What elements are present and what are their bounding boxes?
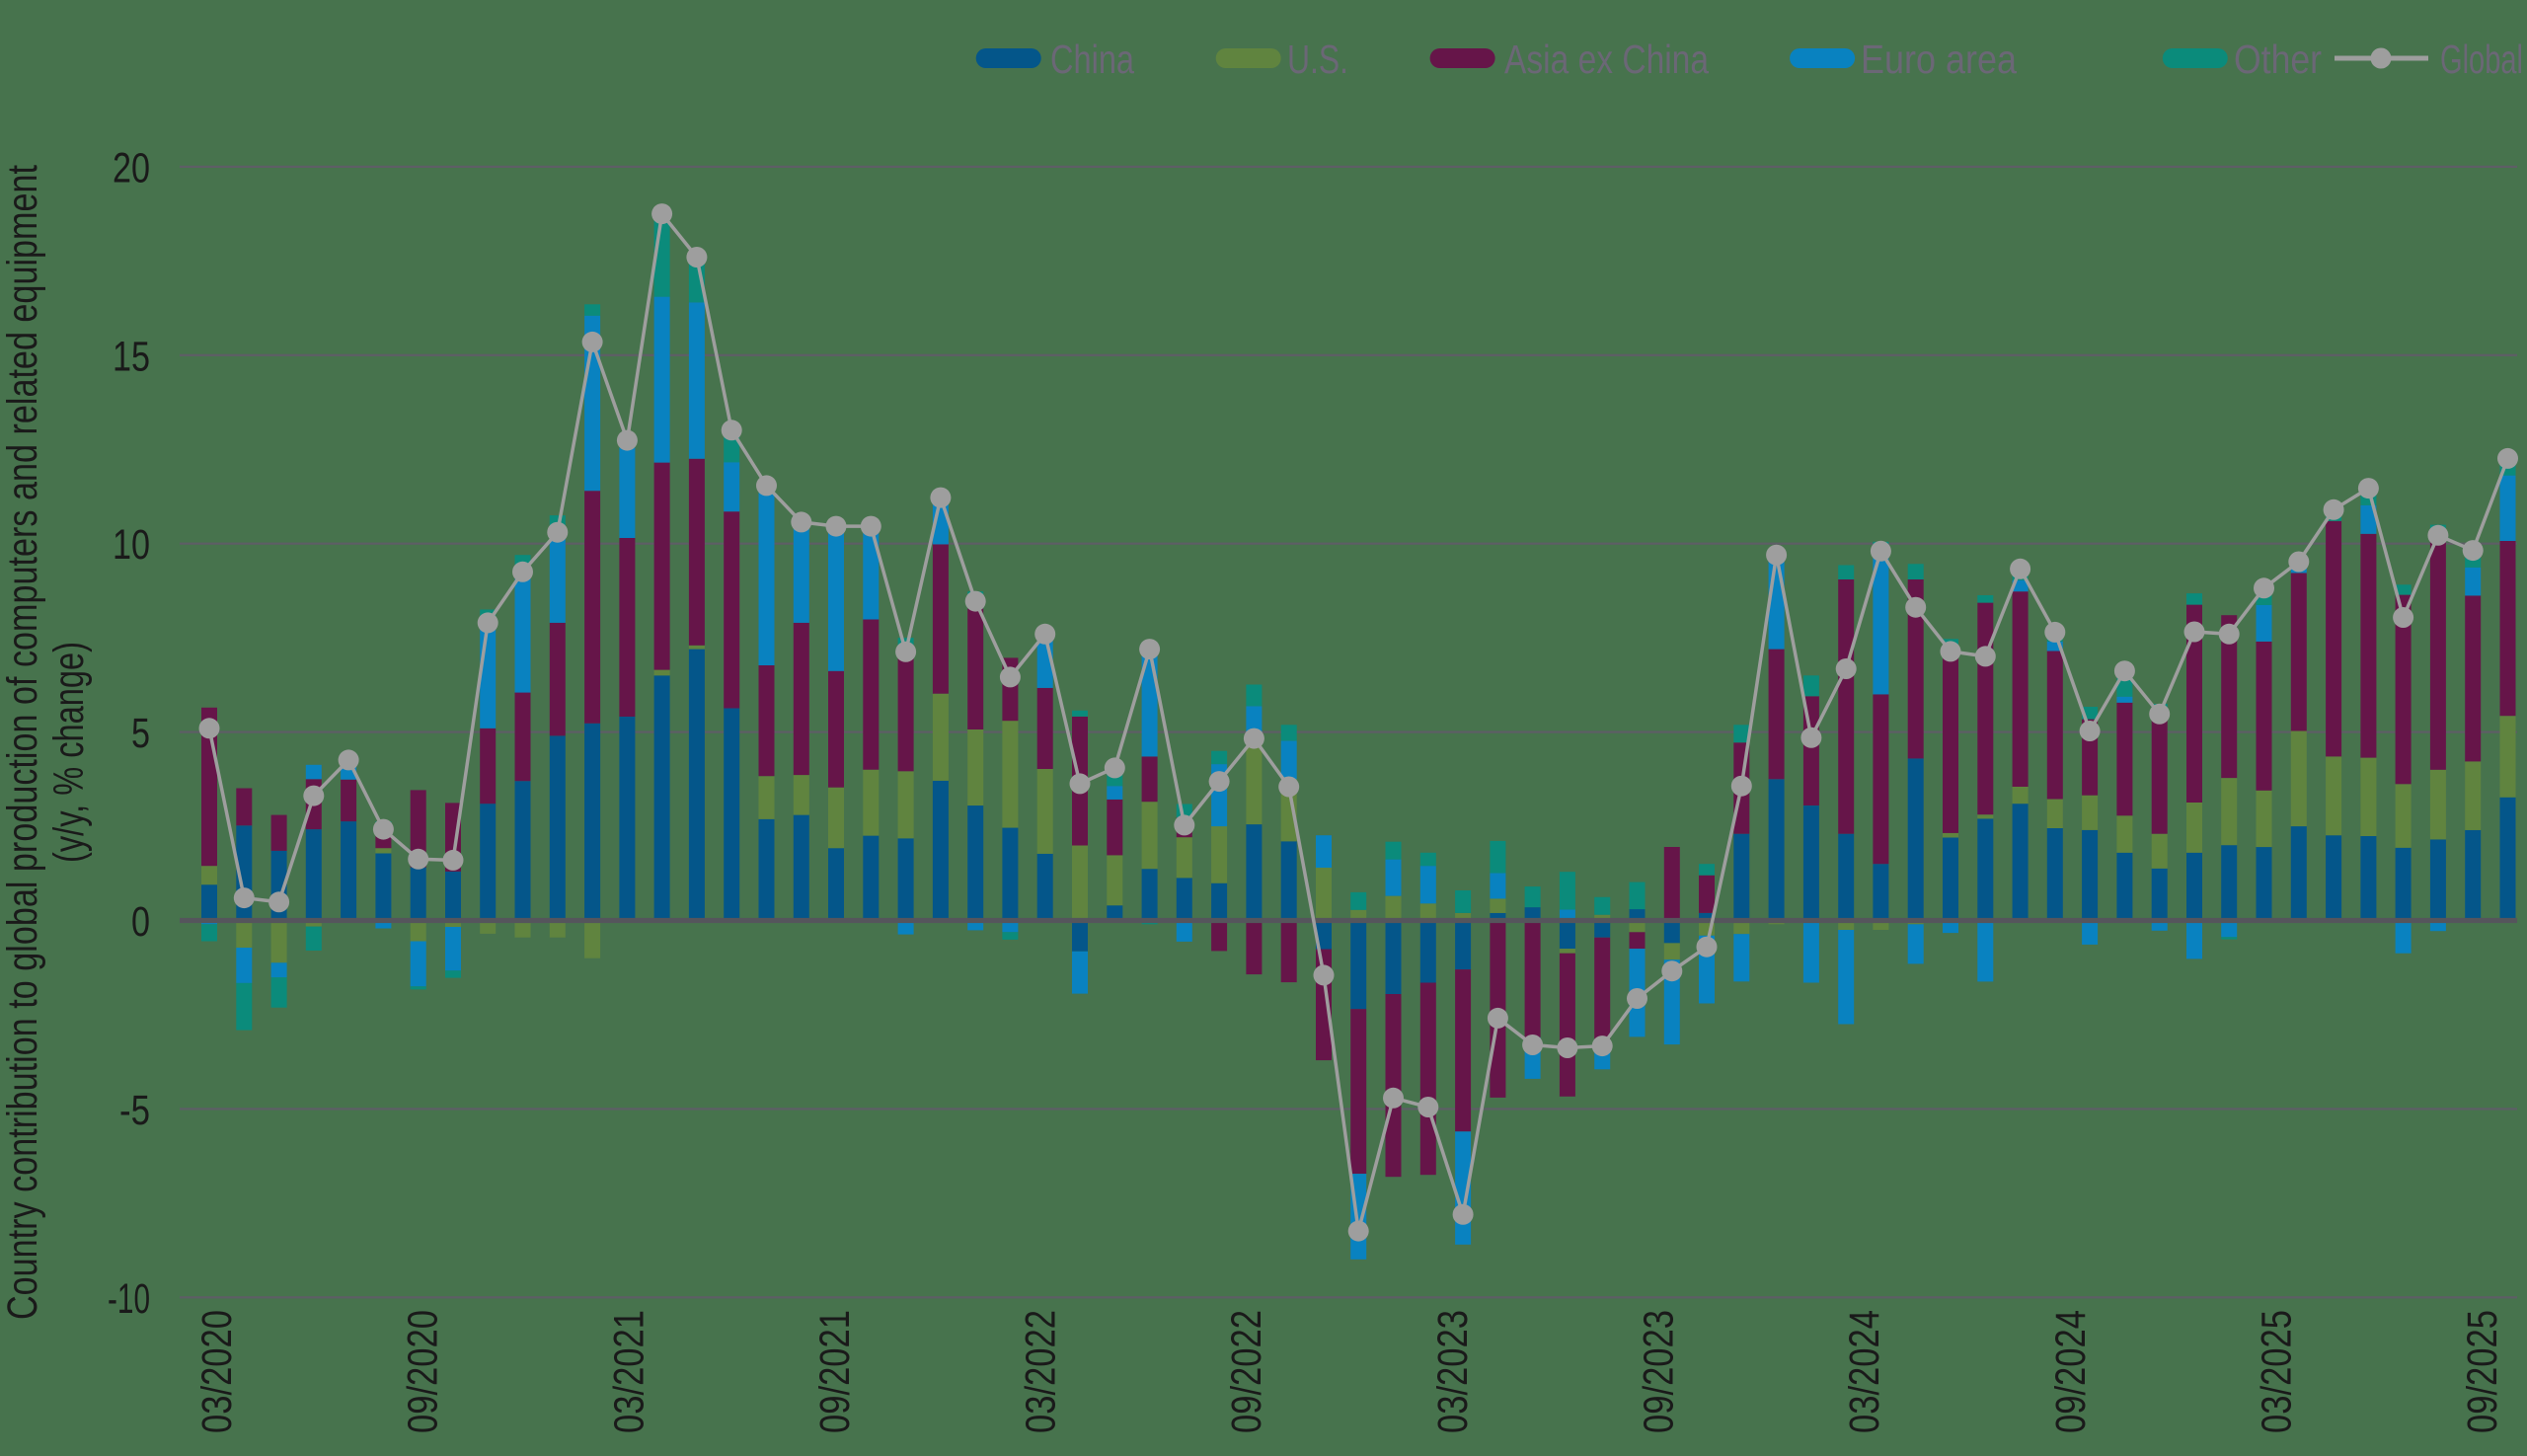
- svg-text:03/2020: 03/2020: [194, 1310, 241, 1433]
- svg-text:03/2023: 03/2023: [1430, 1310, 1477, 1433]
- svg-text:Country contribution to global: Country contribution to global productio…: [0, 165, 46, 1320]
- svg-text:09/2023: 09/2023: [1637, 1310, 1683, 1433]
- svg-text:09/2021: 09/2021: [812, 1310, 859, 1433]
- svg-text:Asia ex China: Asia ex China: [1504, 37, 1709, 82]
- svg-text:Other: Other: [2234, 37, 2322, 82]
- svg-text:03/2024: 03/2024: [1842, 1310, 1888, 1433]
- svg-text:09/2020: 09/2020: [401, 1310, 447, 1433]
- svg-text:0: 0: [131, 899, 150, 946]
- svg-text:China: China: [1050, 37, 1134, 82]
- svg-text:U.S.: U.S.: [1287, 37, 1348, 82]
- svg-text:03/2022: 03/2022: [1019, 1310, 1065, 1433]
- svg-text:03/2021: 03/2021: [606, 1310, 652, 1433]
- svg-text:-5: -5: [119, 1088, 150, 1134]
- svg-text:Euro area: Euro area: [1861, 37, 2017, 82]
- svg-text:09/2022: 09/2022: [1224, 1310, 1270, 1433]
- svg-text:5: 5: [131, 711, 150, 757]
- svg-text:20: 20: [113, 145, 150, 192]
- svg-text:(y/y, % change): (y/y, % change): [46, 642, 93, 863]
- svg-text:10: 10: [113, 522, 150, 569]
- svg-text:Global: Global: [2440, 37, 2523, 82]
- svg-text:-10: -10: [108, 1276, 150, 1323]
- svg-text:09/2024: 09/2024: [2048, 1310, 2095, 1433]
- svg-text:03/2025: 03/2025: [2255, 1310, 2301, 1433]
- svg-text:09/2025: 09/2025: [2460, 1310, 2506, 1433]
- svg-text:15: 15: [113, 334, 150, 380]
